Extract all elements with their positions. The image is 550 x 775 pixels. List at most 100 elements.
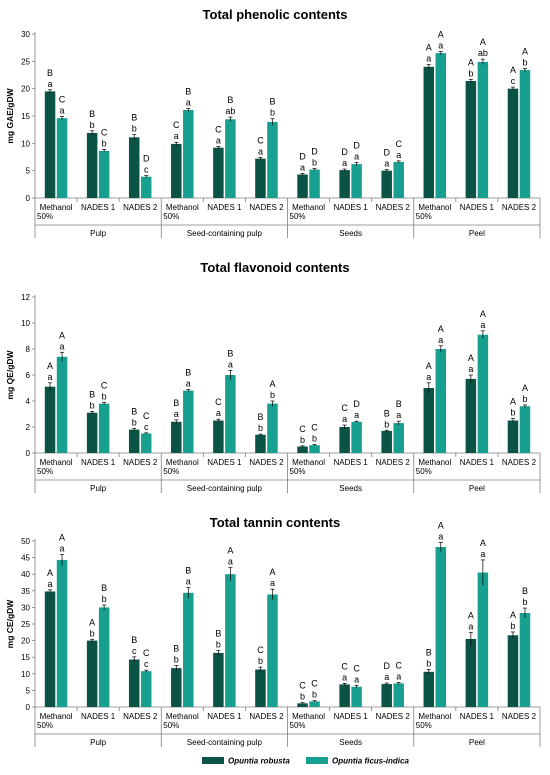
chart-title: Total flavonoid contents	[200, 260, 349, 275]
bar	[435, 349, 447, 453]
group-label: Seed-containing pulp	[187, 738, 263, 747]
group-label: Peel	[469, 229, 485, 238]
x-tick-label: NADES 1	[81, 712, 116, 721]
bar	[44, 386, 56, 453]
significance-upper: C	[311, 423, 318, 433]
bar	[171, 143, 182, 198]
x-tick-label: NADES 2	[123, 458, 158, 467]
bar	[309, 445, 320, 453]
y-tick-label: 12	[21, 293, 30, 302]
x-tick-label: NADES 1	[460, 203, 495, 212]
significance-upper: A	[510, 397, 516, 407]
bar	[393, 423, 404, 453]
y-tick-label: 10	[21, 670, 30, 679]
significance-lower: b	[132, 124, 137, 134]
significance-upper: C	[215, 397, 222, 407]
significance-upper: A	[468, 610, 474, 620]
significance-lower: b	[312, 157, 317, 167]
significance-lower: a	[396, 150, 401, 160]
bar	[171, 668, 182, 707]
x-tick-label: NADES 2	[502, 458, 537, 467]
y-tick-label: 35	[21, 587, 30, 596]
significance-lower: a	[174, 409, 179, 419]
significance-lower: b	[102, 594, 107, 604]
significance-lower: c	[132, 646, 137, 656]
x-tick-label-line: Methanol	[166, 712, 199, 721]
y-tick-label: 6	[26, 371, 31, 380]
significance-lower: a	[342, 672, 347, 682]
significance-upper: B	[131, 113, 137, 123]
significance-lower: a	[396, 410, 401, 420]
significance-upper: C	[299, 681, 306, 691]
y-tick-label: 5	[26, 686, 31, 695]
x-tick-label: NADES 2	[376, 712, 411, 721]
significance-upper: B	[185, 86, 191, 96]
x-tick-label-line: NADES 1	[460, 712, 495, 721]
bar	[98, 403, 110, 453]
significance-upper: A	[269, 567, 275, 577]
significance-upper: B	[89, 389, 95, 399]
y-tick-label: 10	[21, 139, 30, 148]
significance-upper: B	[522, 586, 528, 596]
bar	[56, 118, 68, 198]
y-tick-label: 15	[21, 112, 30, 121]
bar	[477, 61, 489, 198]
x-tick-label-line: Methanol	[292, 203, 325, 212]
x-tick-label-line: 50%	[163, 212, 179, 221]
bar	[255, 158, 266, 198]
bar	[381, 430, 392, 453]
bar	[351, 686, 362, 707]
x-tick-label: NADES 2	[249, 203, 284, 212]
significance-lower: b	[384, 419, 389, 429]
significance-upper: A	[438, 520, 444, 530]
significance-upper: D	[311, 146, 318, 156]
bar	[423, 66, 435, 198]
bar	[171, 421, 182, 453]
chart-title: Total tannin contents	[210, 515, 340, 530]
significance-upper: C	[101, 380, 108, 390]
significance-lower: a	[174, 131, 179, 141]
group-label: Seeds	[339, 229, 362, 238]
bar	[351, 421, 362, 453]
x-tick-label-line: NADES 2	[123, 203, 158, 212]
bar	[507, 88, 519, 198]
bar	[86, 640, 98, 707]
x-tick-label-line: NADES 1	[334, 458, 369, 467]
x-tick-label-line: 50%	[290, 721, 306, 730]
significance-lower: b	[102, 391, 107, 401]
significance-lower: a	[186, 576, 191, 586]
x-tick-label-line: NADES 2	[502, 712, 537, 721]
significance-upper: C	[299, 424, 306, 434]
bar	[381, 170, 392, 198]
x-tick-label-line: NADES 1	[81, 712, 116, 721]
significance-lower: a	[216, 136, 221, 146]
x-tick-label-line: NADES 2	[376, 458, 411, 467]
x-tick-label: Methanol 50%	[416, 712, 452, 730]
significance-lower: a	[258, 147, 263, 157]
y-tick-label: 25	[21, 57, 30, 66]
x-tick-label-line: 50%	[37, 467, 53, 476]
bar	[267, 122, 278, 198]
x-tick-label-line: NADES 2	[249, 203, 284, 212]
x-tick-label: NADES 1	[460, 458, 495, 467]
significance-lower: ab	[225, 106, 235, 116]
y-tick-label: 50	[21, 537, 30, 546]
significance-lower: b	[300, 692, 305, 702]
x-tick-label-line: NADES 2	[502, 203, 537, 212]
significance-upper: C	[341, 661, 348, 671]
x-tick-label: Methanol 50%	[37, 203, 73, 221]
significance-lower: b	[510, 408, 515, 418]
significance-lower: b	[270, 108, 275, 118]
bar	[465, 638, 477, 707]
x-tick-label: Methanol 50%	[416, 203, 452, 221]
significance-lower: b	[312, 690, 317, 700]
group-label: Peel	[469, 738, 485, 747]
significance-lower: a	[426, 54, 431, 64]
significance-upper: B	[47, 68, 53, 78]
x-tick-label-line: NADES 2	[376, 712, 411, 721]
significance-lower: a	[60, 106, 65, 116]
significance-upper: D	[341, 147, 348, 157]
bar	[267, 403, 278, 453]
bar	[225, 574, 236, 707]
